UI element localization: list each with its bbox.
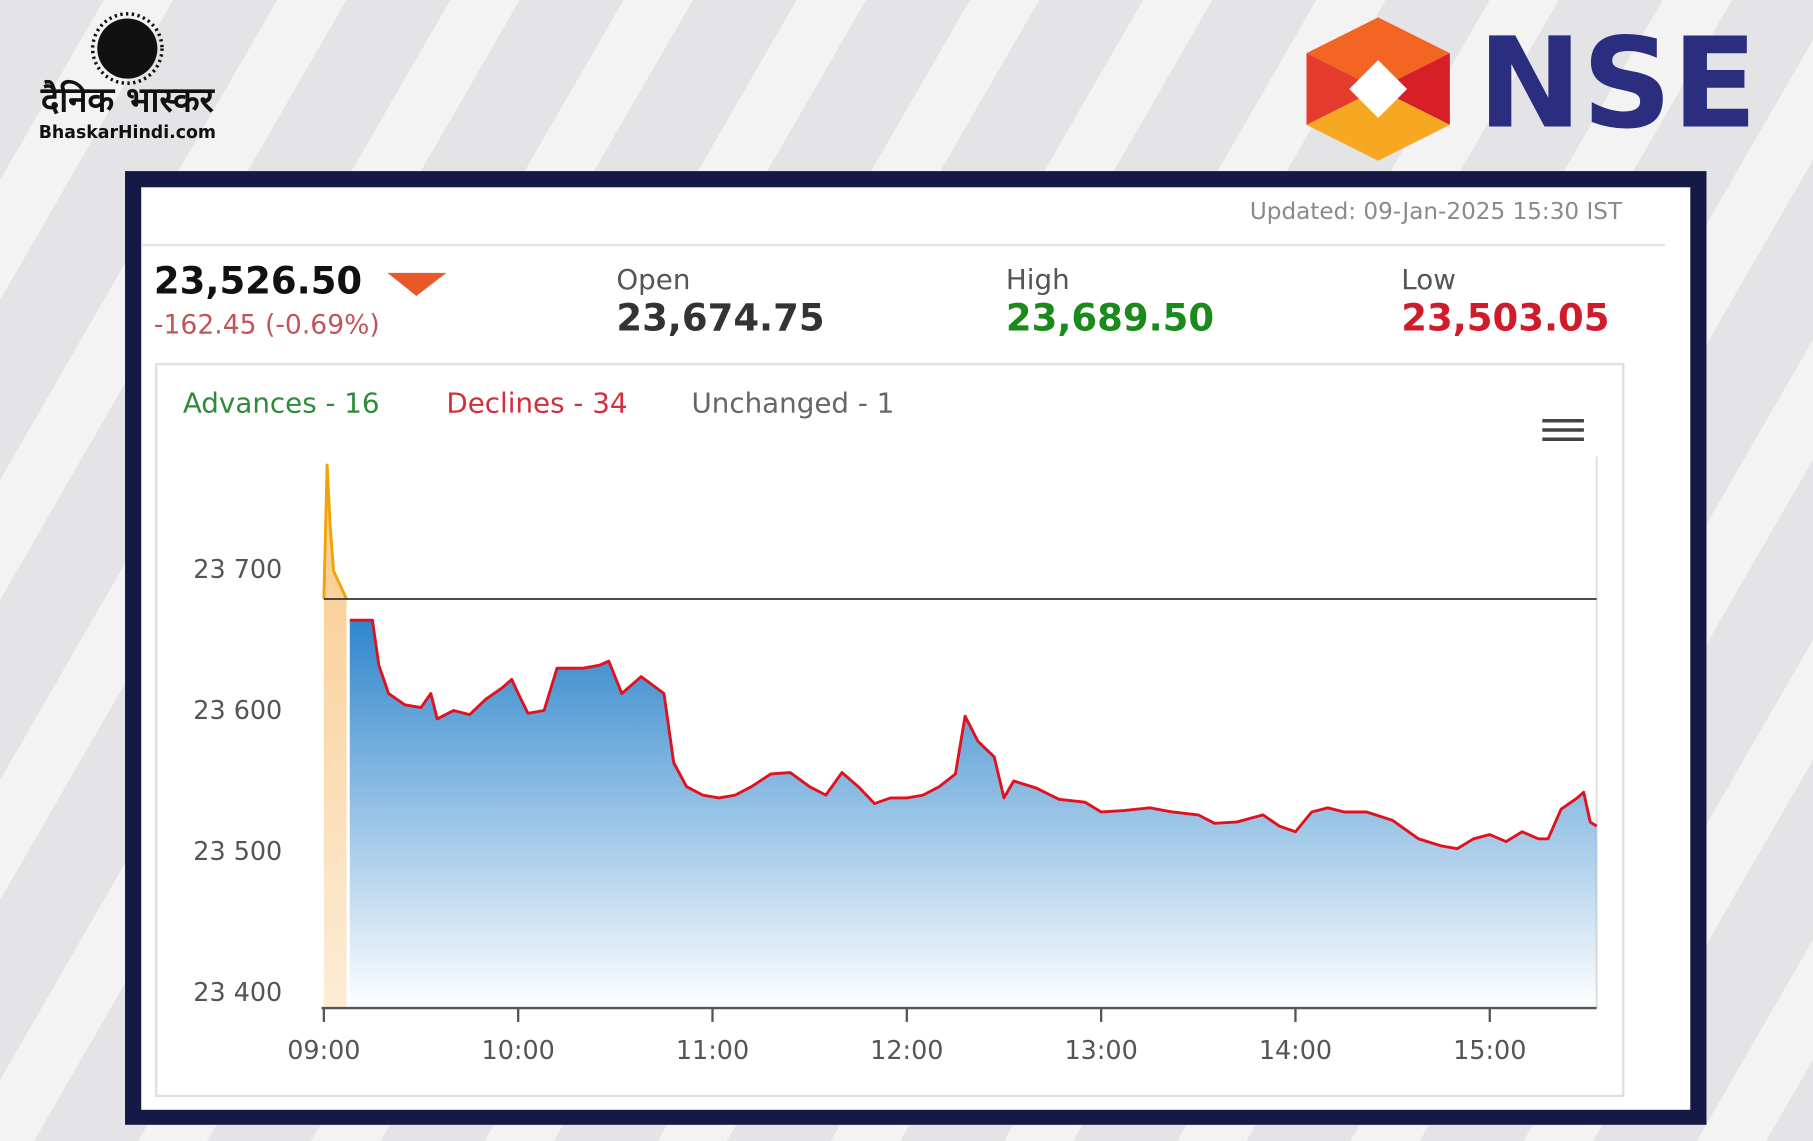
- y-tick-label: 23 600: [193, 695, 282, 725]
- publisher-site: BhaskarHindi.com: [39, 123, 216, 143]
- x-tick-label: 09:00: [287, 1035, 360, 1065]
- x-tick-label: 10:00: [482, 1035, 555, 1065]
- x-tick-label: 12:00: [870, 1035, 943, 1065]
- menu-button[interactable]: [1535, 413, 1591, 449]
- updated-time: Updated: 09-Jan-2025 15:30 IST: [1250, 199, 1623, 225]
- x-tick-label: 13:00: [1065, 1035, 1138, 1065]
- exchange-logo: NSE: [1306, 12, 1757, 161]
- declines: Declines - 34: [446, 387, 627, 420]
- logo-rays: [90, 12, 164, 85]
- publisher-name: दैनिक भास्कर: [40, 80, 216, 121]
- price-change: -162.45 (-0.69%): [154, 310, 380, 341]
- y-tick-label: 23 500: [193, 836, 282, 866]
- area-fill: [349, 620, 1597, 1009]
- area-fill: [323, 465, 347, 1009]
- advances: Advances - 16: [183, 387, 380, 420]
- stat-label: Open: [616, 263, 690, 296]
- x-tick-label: 14:00: [1259, 1035, 1332, 1065]
- logo-part: [1378, 53, 1450, 125]
- x-tick-label: 11:00: [676, 1035, 749, 1065]
- plot: 23 400 23 500 23 600 23 700 09:00 10:00 11:00 1…: [193, 456, 1598, 1065]
- unchanged: Unchanged - 1: [691, 387, 894, 420]
- x-tick-label: 15:00: [1453, 1035, 1526, 1065]
- stat-label: High: [1006, 263, 1070, 296]
- stat-label: Low: [1401, 263, 1456, 296]
- price-line: [349, 618, 1598, 851]
- y-tick-label: 23 400: [193, 977, 282, 1007]
- exchange-name: NSE: [1478, 12, 1758, 157]
- stat-value: 23,503.05: [1401, 297, 1609, 340]
- price-line: [322, 463, 348, 600]
- last-price: 23,526.50: [154, 260, 362, 303]
- publisher-logo: दैनिक भास्कर BhaskarHindi.com: [39, 12, 216, 143]
- logo-part: [1306, 53, 1379, 125]
- y-tick-label: 23 700: [193, 554, 282, 584]
- logo-diamond: [1349, 60, 1408, 118]
- logo-sun: [97, 18, 158, 79]
- down-arrow: [387, 272, 447, 296]
- stat-value: 23,689.50: [1006, 297, 1214, 340]
- stat-value: 23,674.75: [616, 297, 824, 340]
